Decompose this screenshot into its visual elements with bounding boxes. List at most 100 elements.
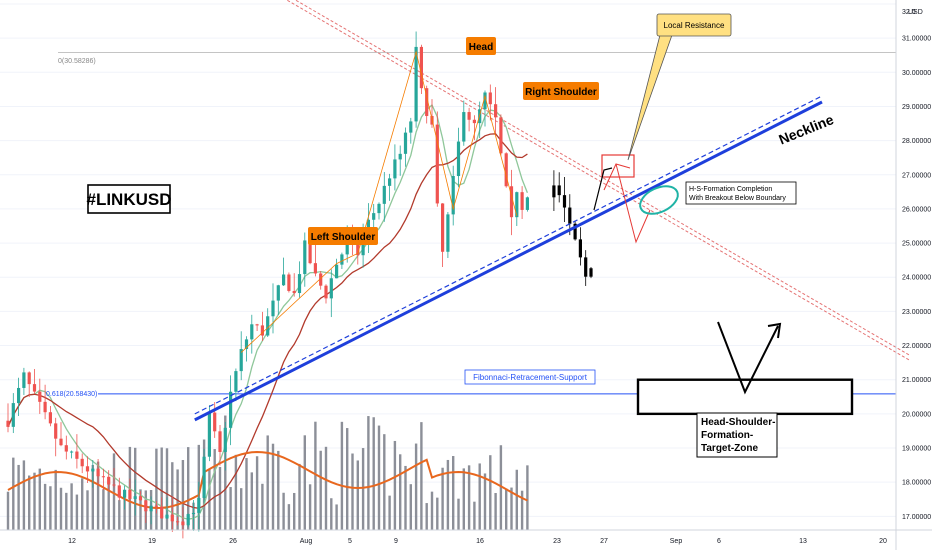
volume-bar [399, 454, 402, 530]
candle-body [435, 124, 439, 204]
left-shoulder-label-box [308, 227, 378, 245]
volume-bar [49, 486, 52, 530]
volume-bar [160, 447, 163, 530]
volume-bar [414, 443, 418, 530]
price-tick-label: 21.00000 [902, 377, 931, 384]
volume-bar [505, 488, 508, 530]
volume-bar [372, 417, 375, 530]
volume-bar [409, 484, 412, 530]
volume-bar [112, 453, 116, 530]
candle-body [340, 254, 344, 265]
volume-bar [462, 468, 465, 530]
candle-body [6, 420, 10, 427]
candle-body [578, 239, 582, 258]
price-axis[interactable]: 31.00000 30.00000 29.00000 28.00000 27.00000… [895, 0, 931, 550]
volume-bar [54, 469, 57, 530]
candle-body [22, 372, 26, 388]
candle-body [467, 112, 471, 120]
candle-body [377, 203, 381, 214]
price-tick-label: 23.00000 [902, 309, 931, 316]
time-axis[interactable]: 12 19 26 Aug 5 9 16 23 27 Sep 6 13 20 [0, 529, 932, 545]
candle-body [372, 213, 376, 220]
volume-bar [165, 448, 169, 530]
volume-bar [208, 468, 211, 530]
candle-body [229, 391, 233, 428]
time-tick-label: 20 [879, 538, 887, 545]
volume-bar [12, 457, 15, 530]
candle-body [589, 268, 593, 277]
candle-body [149, 505, 153, 512]
volume-bar [96, 461, 100, 530]
volume-bar [314, 421, 317, 530]
time-tick-label: 9 [394, 538, 398, 545]
descending-resistance-line [285, 0, 910, 361]
candle-body [456, 141, 461, 177]
candle-body [292, 290, 296, 294]
volume-bar [6, 491, 10, 530]
candle-body [419, 46, 423, 89]
local-resistance-box-marker [601, 154, 635, 178]
volume-bar [65, 492, 68, 530]
volume-bar [303, 435, 306, 530]
candle-body [388, 178, 392, 186]
candle-body [197, 497, 201, 513]
volume-moving-average [7, 450, 528, 510]
currency-label: USD [908, 9, 923, 16]
candle-body [308, 240, 312, 264]
volume-bar [478, 463, 481, 530]
candle-body [462, 112, 466, 142]
candle-body [43, 401, 47, 413]
candle-body [520, 192, 524, 210]
target-zone-line-2: Formation- [701, 430, 753, 441]
volume-bar [91, 464, 94, 530]
volume-bar [494, 493, 497, 530]
candle-body [509, 186, 514, 218]
time-tick-label: 12 [68, 538, 76, 545]
volume-bar [351, 453, 354, 530]
candle-body [441, 203, 445, 252]
volume-bar [70, 483, 73, 530]
candle-body [515, 192, 519, 218]
candle-body [70, 451, 74, 453]
volume-bar [510, 487, 513, 530]
target-v-arrow [717, 321, 779, 395]
volume-bar [17, 464, 20, 530]
head-label-box [466, 37, 496, 55]
candle-body [250, 324, 254, 340]
candle-body [170, 514, 174, 522]
neckline-upper [194, 95, 823, 415]
candle-body [191, 512, 196, 515]
volume-bar [102, 489, 105, 530]
candle-body [313, 263, 317, 274]
time-tick-label: 5 [348, 538, 352, 545]
candle-body [218, 431, 222, 452]
hs-completion-line-2: With Breakout Below Boundary [689, 195, 786, 202]
candle-body [414, 46, 418, 122]
volume-bar [393, 440, 397, 530]
fib-support-label: Fibonnaci-Retracement-Support [473, 373, 588, 382]
volume-bar [377, 425, 381, 530]
volume-bar [277, 450, 280, 530]
volume-bar [255, 456, 259, 530]
volume-bar [261, 483, 264, 530]
candle-body [271, 300, 275, 317]
candle-body [472, 119, 476, 124]
volume-bar [155, 448, 158, 530]
volume-bar [404, 465, 407, 530]
volume-bar [298, 463, 301, 530]
breakout-arrow [593, 167, 613, 211]
volume-bar [123, 495, 126, 530]
volume-bar [171, 462, 174, 530]
volume-bar [330, 498, 333, 530]
candle-body [244, 339, 249, 350]
price-tick-label: 31.00000 [902, 36, 931, 43]
volume-bar [446, 459, 450, 530]
volume-bar [430, 491, 434, 530]
hs-completion-box [685, 181, 797, 205]
price-tick-label: 30.00000 [902, 70, 931, 77]
candle-body [398, 153, 402, 160]
candle-body [266, 316, 270, 336]
candle-body [562, 195, 567, 208]
volume-bar [181, 460, 185, 530]
